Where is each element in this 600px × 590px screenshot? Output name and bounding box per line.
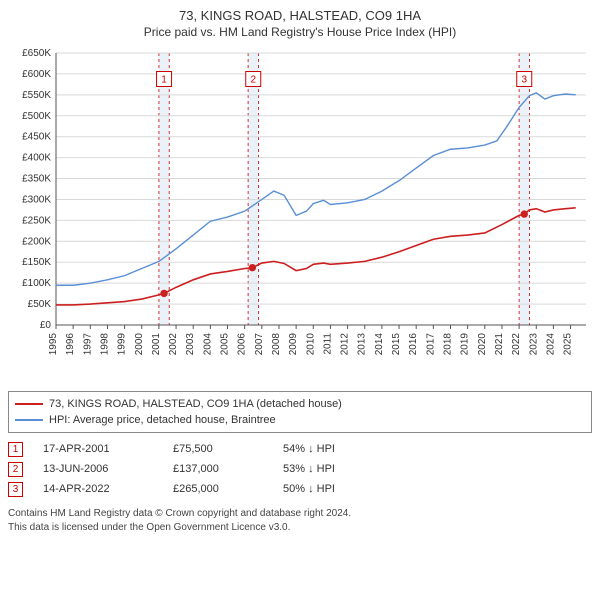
svg-text:2020: 2020 <box>477 333 488 356</box>
svg-text:1996: 1996 <box>65 333 76 356</box>
svg-text:2004: 2004 <box>202 333 213 356</box>
svg-text:£400K: £400K <box>22 153 51 164</box>
svg-text:2014: 2014 <box>374 333 385 356</box>
sale-price: £137,000 <box>173 463 263 475</box>
svg-text:2012: 2012 <box>340 333 351 356</box>
svg-text:2003: 2003 <box>185 333 196 356</box>
sale-price: £265,000 <box>173 483 263 495</box>
svg-text:2002: 2002 <box>168 333 179 356</box>
svg-text:2000: 2000 <box>134 333 145 356</box>
svg-text:£350K: £350K <box>22 174 51 185</box>
svg-text:2016: 2016 <box>408 333 419 356</box>
svg-text:£450K: £450K <box>22 132 51 143</box>
svg-text:£200K: £200K <box>22 236 51 247</box>
legend-swatch-hpi <box>15 419 43 421</box>
svg-text:1998: 1998 <box>99 333 110 356</box>
sale-date: 17-APR-2001 <box>43 443 153 455</box>
svg-text:2021: 2021 <box>494 333 505 356</box>
svg-text:1995: 1995 <box>48 333 59 356</box>
svg-text:£500K: £500K <box>22 111 51 122</box>
svg-text:1997: 1997 <box>82 333 93 356</box>
svg-text:£550K: £550K <box>22 90 51 101</box>
table-row: 3 14-APR-2022 £265,000 50% ↓ HPI <box>8 479 592 499</box>
svg-text:1999: 1999 <box>117 333 128 356</box>
legend-item-hpi: HPI: Average price, detached house, Brai… <box>15 412 585 428</box>
sale-hpi: 54% ↓ HPI <box>283 443 403 455</box>
legend-label-hpi: HPI: Average price, detached house, Brai… <box>49 414 276 426</box>
page-subtitle: Price paid vs. HM Land Registry's House … <box>8 25 592 39</box>
legend: 73, KINGS ROAD, HALSTEAD, CO9 1HA (detac… <box>8 391 592 433</box>
legend-label-property: 73, KINGS ROAD, HALSTEAD, CO9 1HA (detac… <box>49 398 342 410</box>
sales-table: 1 17-APR-2001 £75,500 54% ↓ HPI 2 13-JUN… <box>8 439 592 499</box>
legend-item-property: 73, KINGS ROAD, HALSTEAD, CO9 1HA (detac… <box>15 396 585 412</box>
table-row: 1 17-APR-2001 £75,500 54% ↓ HPI <box>8 439 592 459</box>
svg-text:2018: 2018 <box>442 333 453 356</box>
svg-text:2010: 2010 <box>305 333 316 356</box>
sale-date: 13-JUN-2006 <box>43 463 153 475</box>
sale-hpi: 53% ↓ HPI <box>283 463 403 475</box>
sale-price: £75,500 <box>173 443 263 455</box>
sale-marker-3: 3 <box>8 482 23 497</box>
svg-text:2019: 2019 <box>460 333 471 356</box>
sale-date: 14-APR-2022 <box>43 483 153 495</box>
svg-text:£250K: £250K <box>22 215 51 226</box>
svg-text:1: 1 <box>161 75 167 86</box>
svg-text:2011: 2011 <box>322 333 333 355</box>
footnote-licence: This data is licensed under the Open Gov… <box>8 521 592 535</box>
svg-text:2007: 2007 <box>254 333 265 356</box>
legend-swatch-property <box>15 403 43 405</box>
svg-text:2: 2 <box>250 75 256 86</box>
page-title: 73, KINGS ROAD, HALSTEAD, CO9 1HA <box>8 8 592 23</box>
sale-marker-2: 2 <box>8 462 23 477</box>
svg-text:£600K: £600K <box>22 69 51 80</box>
svg-text:2023: 2023 <box>528 333 539 356</box>
svg-text:£100K: £100K <box>22 278 51 289</box>
price-chart: £0 £50K £100K £150K £200K £250K £300K £350K £400… <box>8 45 592 385</box>
svg-text:2006: 2006 <box>237 333 248 356</box>
svg-text:2001: 2001 <box>151 333 162 356</box>
svg-text:£300K: £300K <box>22 194 51 205</box>
svg-text:£650K: £650K <box>22 48 51 59</box>
svg-text:3: 3 <box>521 75 527 86</box>
svg-text:2025: 2025 <box>563 333 574 356</box>
svg-text:2022: 2022 <box>511 333 522 356</box>
svg-text:2008: 2008 <box>271 333 282 356</box>
svg-text:£0: £0 <box>40 320 52 331</box>
sale-marker-1: 1 <box>8 442 23 457</box>
svg-text:£150K: £150K <box>22 257 51 268</box>
sale-hpi: 50% ↓ HPI <box>283 483 403 495</box>
footnote-copyright: Contains HM Land Registry data © Crown c… <box>8 507 592 521</box>
svg-text:2009: 2009 <box>288 333 299 356</box>
table-row: 2 13-JUN-2006 £137,000 53% ↓ HPI <box>8 459 592 479</box>
svg-text:£50K: £50K <box>28 299 52 310</box>
svg-text:2013: 2013 <box>357 333 368 356</box>
svg-text:2005: 2005 <box>220 333 231 356</box>
svg-text:2015: 2015 <box>391 333 402 356</box>
svg-text:2017: 2017 <box>425 333 436 356</box>
svg-text:2024: 2024 <box>545 333 556 356</box>
